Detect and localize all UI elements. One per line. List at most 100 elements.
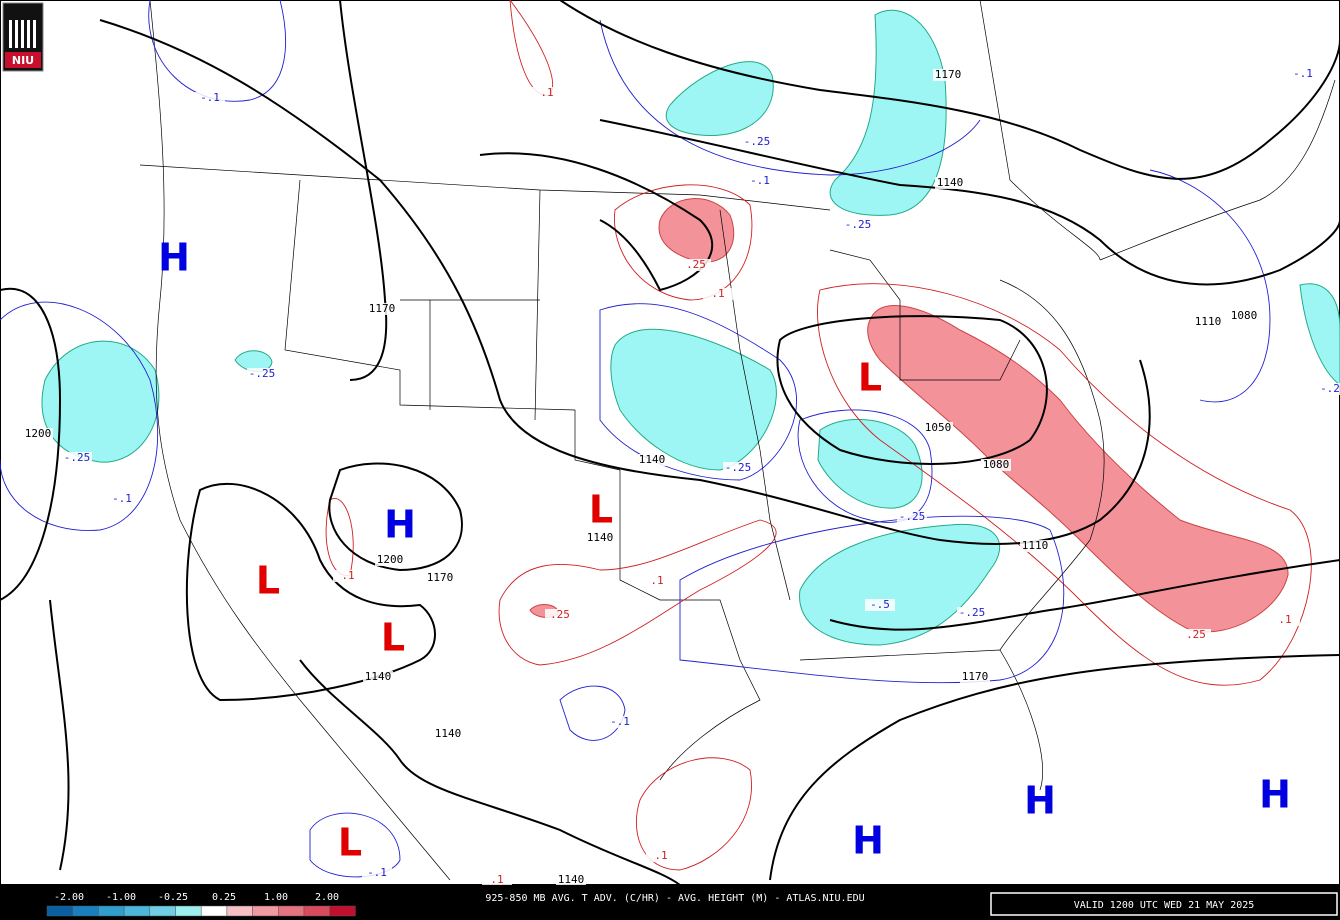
pressure-center: H: [158, 236, 190, 280]
pressure-center: H: [852, 819, 884, 863]
colorbar-swatch: [329, 905, 356, 917]
height-label: 1200: [377, 553, 404, 566]
pressure-center: H: [1024, 779, 1056, 823]
pressure-center: L: [858, 356, 882, 400]
height-label: 1110: [1195, 315, 1222, 328]
colorbar-swatch: [252, 905, 279, 917]
warm-advection-label: .1: [650, 574, 663, 587]
logo-column: [27, 20, 30, 48]
colorbar-swatch: [303, 905, 330, 917]
label-backdrop: [1315, 383, 1340, 395]
warm-advection-label: .1: [654, 849, 667, 862]
label-backdrop: [960, 671, 990, 683]
height-label: 1140: [558, 873, 585, 886]
cold-advection-label: -.25: [899, 510, 926, 523]
label-backdrop: [957, 607, 987, 619]
label-backdrop: [195, 92, 225, 104]
height-label: 1140: [937, 176, 964, 189]
height-label: 1170: [962, 670, 989, 683]
colorbar-label: 0.25: [212, 892, 236, 903]
colorbar-swatch: [72, 905, 99, 917]
cold-advection-label: -.25: [845, 218, 872, 231]
height-label: 1080: [1231, 309, 1258, 322]
label-backdrop: [1288, 68, 1318, 80]
label-backdrop: [425, 572, 455, 584]
label-backdrop: [556, 874, 586, 886]
pressure-center: L: [338, 821, 362, 865]
colorbar-swatch: [200, 905, 228, 917]
pressure-center: L: [256, 559, 280, 603]
logo-banner: [5, 52, 41, 68]
height-label: 1080: [983, 458, 1010, 471]
geography-lines: [139, 0, 1336, 881]
logo-column: [15, 20, 18, 48]
label-backdrop: [433, 728, 463, 740]
pressure-center: L: [381, 616, 405, 660]
label-backdrop: [545, 609, 575, 621]
logo-column: [21, 20, 24, 48]
label-backdrop: [1181, 629, 1211, 641]
height-label: 1140: [365, 670, 392, 683]
cold-advection-label: -.25: [959, 606, 986, 619]
height-label: 1110: [1022, 539, 1049, 552]
cold-advection-label: -.1: [1293, 67, 1313, 80]
cold-advection-label: -.2: [1320, 382, 1340, 395]
label-backdrop: [367, 303, 397, 315]
pressure-center: H: [384, 503, 416, 547]
label-backdrop: [703, 288, 733, 300]
warm-advection-label: .1: [540, 86, 553, 99]
colorbar-swatch: [226, 905, 253, 917]
label-backdrop: [362, 867, 392, 879]
colorbar-swatch: [149, 905, 176, 917]
label-backdrop: [642, 575, 672, 587]
colorbar-label: -1.00: [106, 892, 136, 903]
colorbar-label: 2.00: [315, 892, 339, 903]
label-backdrop: [897, 511, 927, 523]
cold-advection-label: -.5: [870, 598, 890, 611]
warm-advection-label: .1: [341, 569, 354, 582]
label-backdrop: [532, 87, 562, 99]
label-backdrop: [107, 493, 137, 505]
height-label: 1170: [369, 302, 396, 315]
height-label: 1140: [639, 453, 666, 466]
warm-advection-label: .1: [711, 287, 724, 300]
cold-advection-label: -.1: [750, 174, 770, 187]
valid-time: VALID 1200 UTC WED 21 MAY 2025: [1074, 900, 1255, 911]
label-backdrop: [637, 454, 667, 466]
label-backdrop: [363, 671, 393, 683]
label-backdrop: [723, 462, 753, 474]
logo-column: [33, 20, 36, 48]
colorbar-label: -0.25: [158, 892, 188, 903]
label-backdrop: [843, 219, 873, 231]
label-backdrop: [935, 177, 965, 189]
cold-advection-label: -.1: [112, 492, 132, 505]
warm-advection-label: .1: [490, 873, 503, 886]
label-backdrop: [605, 716, 635, 728]
height-label: 1140: [587, 531, 614, 544]
height-label: 1140: [435, 727, 462, 740]
label-backdrop: [865, 599, 895, 611]
label-backdrop: [23, 428, 53, 440]
label-backdrop: [247, 368, 277, 380]
label-backdrop: [1229, 310, 1259, 322]
cold-advection-label: -.25: [725, 461, 752, 474]
label-backdrop: [681, 259, 711, 271]
cold-advection-fill: [41, 9, 1340, 646]
warm-advection-label: .1: [1278, 613, 1291, 626]
colorbar-label: -2.00: [54, 892, 84, 903]
label-backdrop: [1020, 540, 1050, 552]
label-backdrop: [923, 422, 953, 434]
label-backdrop: [585, 532, 615, 544]
colorbar-swatch: [175, 905, 202, 917]
height-label: 1170: [935, 68, 962, 81]
logo-column: [9, 20, 12, 48]
height-label: 1200: [25, 427, 52, 440]
label-backdrop: [981, 459, 1011, 471]
label-backdrop: [375, 554, 405, 566]
pressure-center: H: [1259, 773, 1291, 817]
label-backdrop: [1193, 316, 1223, 328]
colorbar-swatch: [123, 905, 151, 917]
label-backdrop: [1270, 614, 1300, 626]
pressure-center: L: [589, 488, 613, 532]
label-backdrop: [745, 175, 775, 187]
